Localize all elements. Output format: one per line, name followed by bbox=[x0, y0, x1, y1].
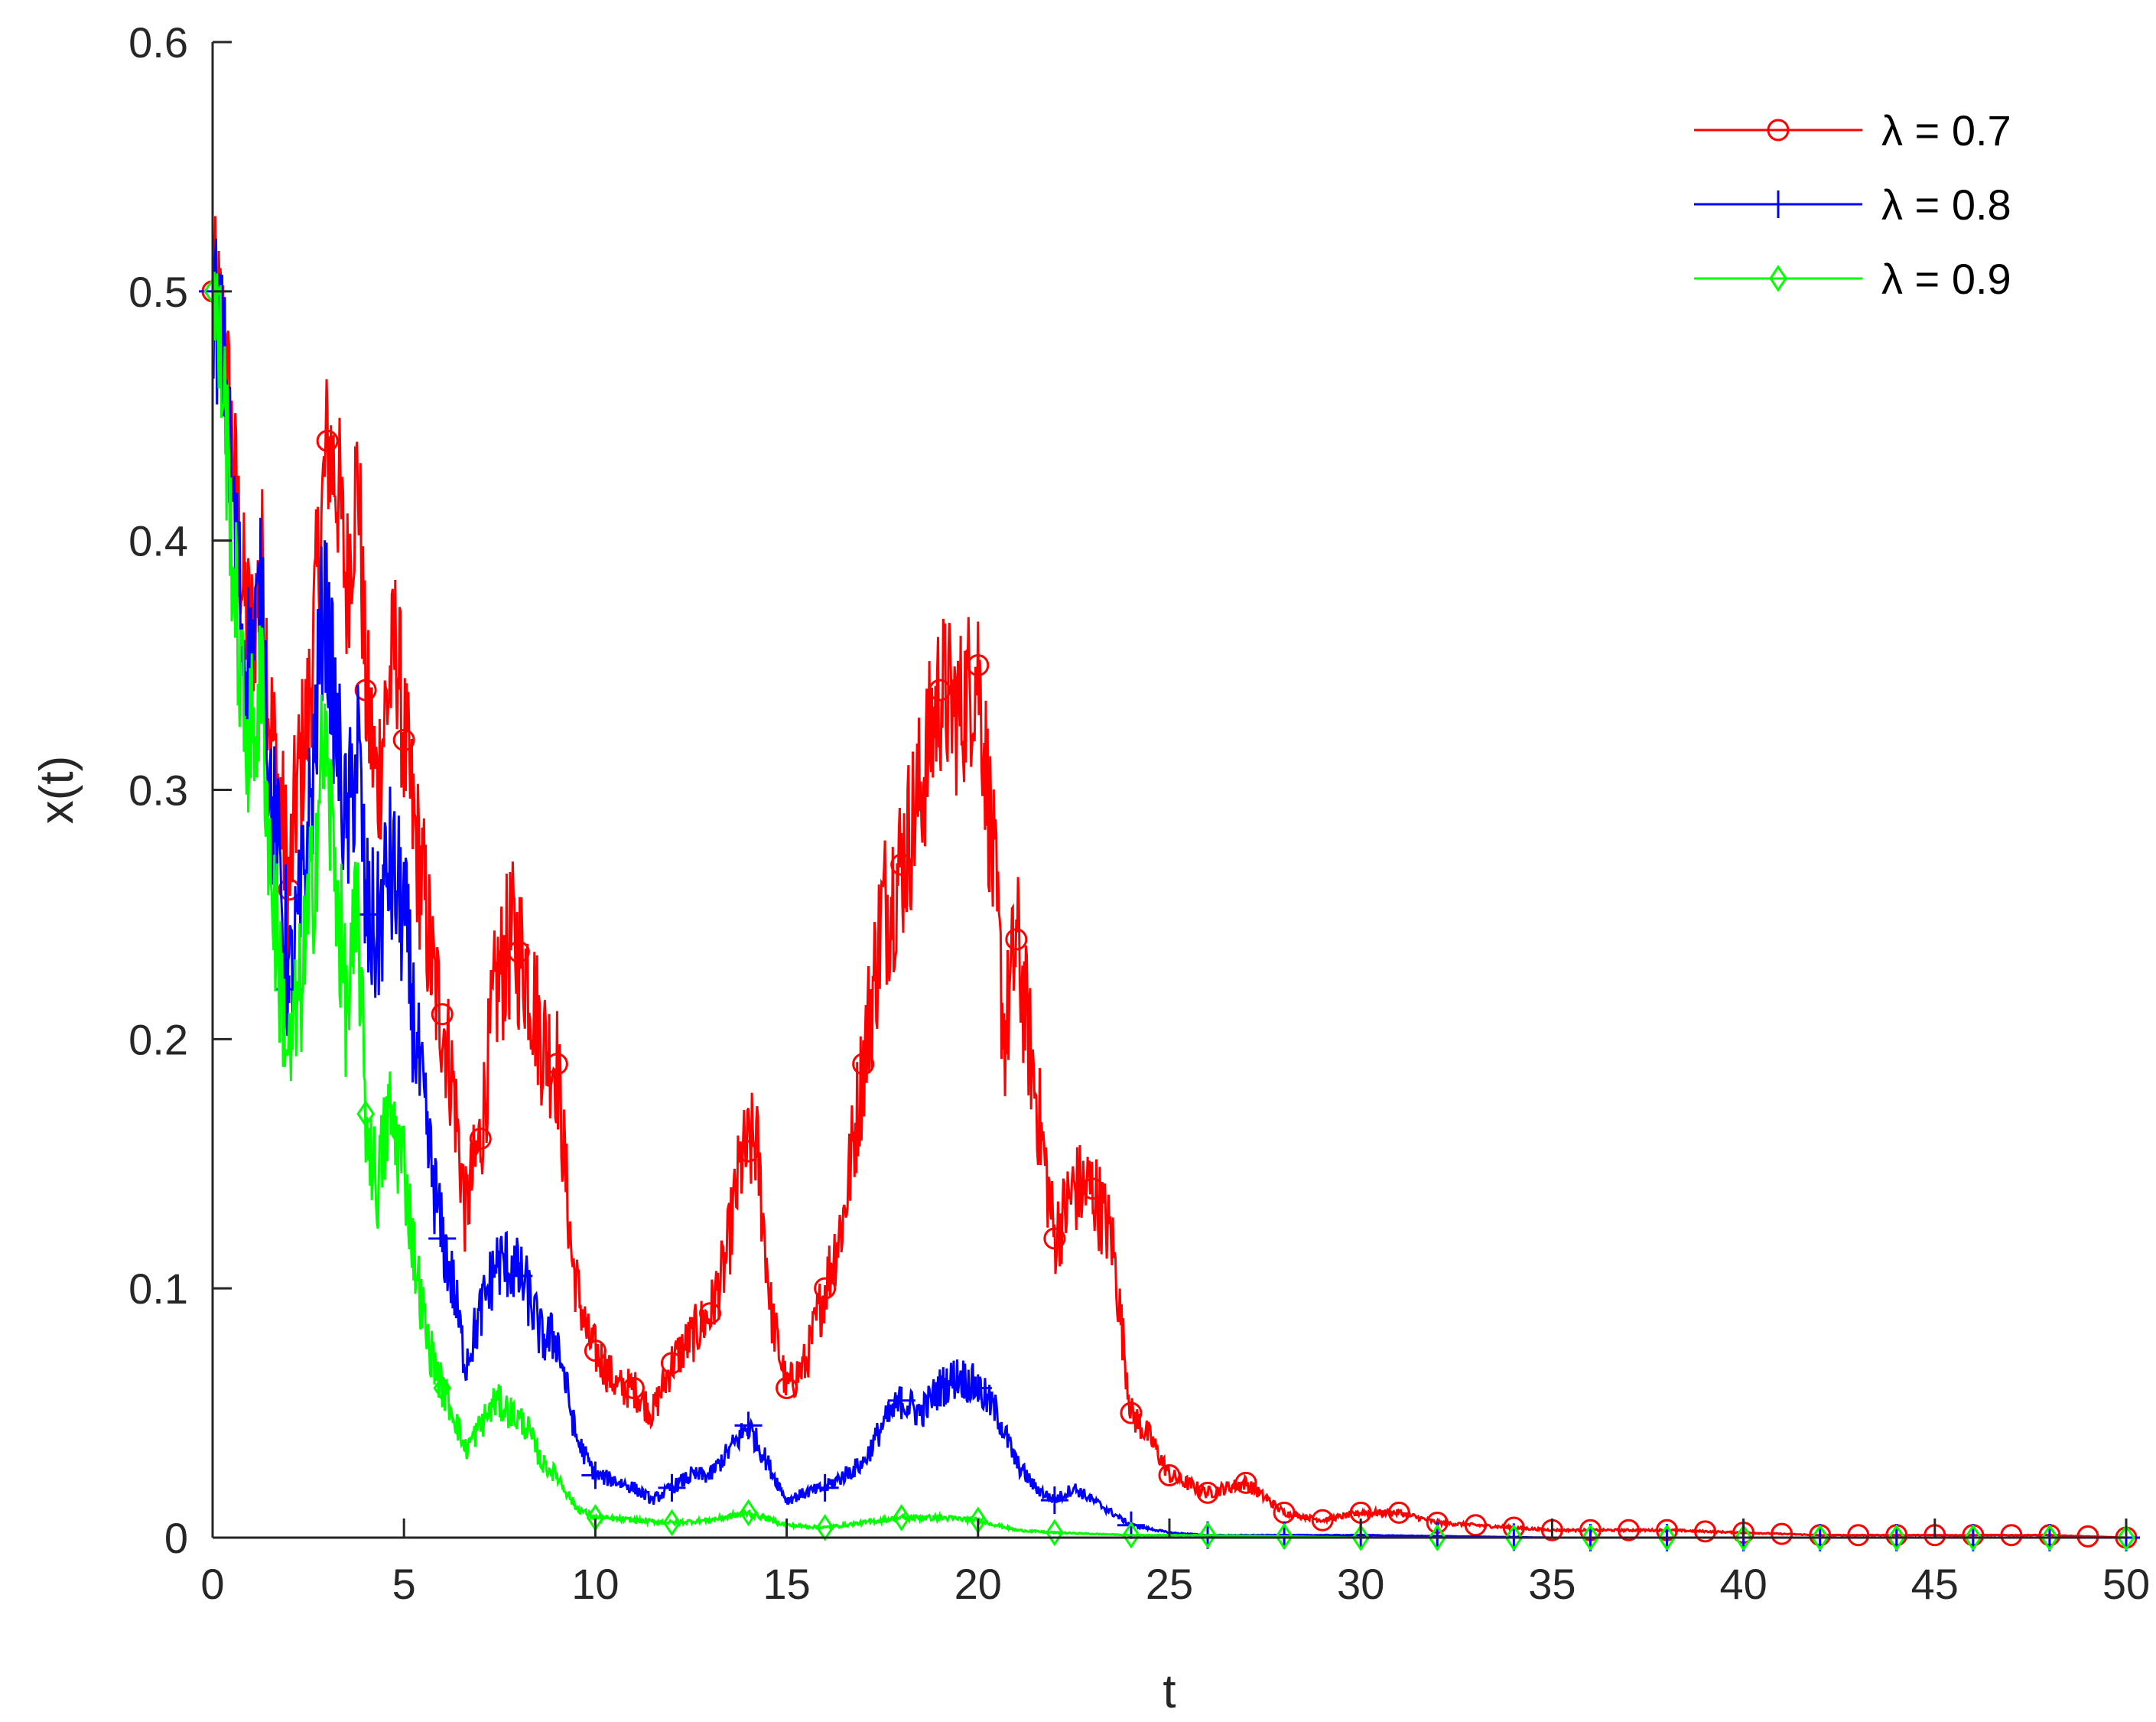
circle-marker bbox=[1120, 1401, 1143, 1424]
circle-marker bbox=[852, 1053, 875, 1076]
circle-marker bbox=[737, 1140, 760, 1163]
plus-marker bbox=[734, 1411, 763, 1440]
y-axis-label: x(t) bbox=[31, 756, 83, 825]
x-tick-label: 10 bbox=[571, 1560, 619, 1608]
legend-entry: λ = 0.8 bbox=[1694, 181, 2011, 229]
circle-marker bbox=[928, 679, 951, 701]
legend-entry: λ = 0.9 bbox=[1694, 255, 2011, 303]
diamond-marker bbox=[1810, 1524, 1829, 1551]
circle-marker bbox=[1158, 1464, 1181, 1487]
circle-marker bbox=[660, 1352, 683, 1375]
x-axis-label: t bbox=[1163, 1665, 1176, 1718]
circle-marker bbox=[1464, 1514, 1487, 1537]
circle-marker bbox=[507, 940, 530, 963]
circle-marker bbox=[890, 853, 913, 876]
circle-marker bbox=[814, 1277, 837, 1300]
circle-marker bbox=[1234, 1471, 1257, 1494]
legend: λ = 0.7 λ = 0.8 λ = 0.9 bbox=[1694, 106, 2011, 303]
diamond-marker bbox=[1428, 1524, 1447, 1551]
diamond-marker bbox=[1045, 1519, 1064, 1547]
diamond-marker bbox=[433, 1374, 452, 1402]
diamond-marker bbox=[1734, 1524, 1753, 1551]
circle-marker bbox=[584, 1340, 606, 1362]
circle-marker bbox=[699, 1302, 722, 1325]
circle-marker bbox=[469, 1128, 492, 1151]
diamond-marker bbox=[1504, 1524, 1524, 1551]
x-tick-label: 20 bbox=[954, 1560, 1002, 1608]
series-0 bbox=[201, 216, 2138, 1549]
diamond-marker bbox=[1351, 1524, 1371, 1551]
diamond-marker bbox=[1887, 1524, 1906, 1551]
diamond-marker bbox=[2041, 1524, 2059, 1551]
diamond-marker bbox=[892, 1504, 911, 1532]
x-tick-label: 5 bbox=[392, 1560, 416, 1608]
circle-marker bbox=[1081, 1177, 1104, 1200]
circle-marker bbox=[1387, 1501, 1410, 1524]
circle-marker bbox=[1196, 1481, 1219, 1504]
x-tick-label: 40 bbox=[1719, 1560, 1767, 1608]
diamond-marker bbox=[1657, 1524, 1676, 1551]
circle-marker bbox=[1694, 1520, 1717, 1543]
x-tick-label: 50 bbox=[2102, 1560, 2150, 1608]
circle-marker bbox=[1311, 1509, 1334, 1532]
legend-label: λ = 0.8 bbox=[1881, 181, 2011, 229]
circle-marker bbox=[622, 1377, 645, 1399]
plus-marker bbox=[428, 1225, 457, 1252]
circle-marker bbox=[1771, 1522, 1793, 1545]
circle-marker bbox=[1043, 1227, 1066, 1250]
plus-marker bbox=[1040, 1486, 1068, 1515]
legend-entry: λ = 0.7 bbox=[1694, 106, 2011, 155]
circle-marker bbox=[2076, 1525, 2099, 1548]
diamond-marker bbox=[739, 1499, 758, 1527]
x-tick-label: 30 bbox=[1337, 1560, 1384, 1608]
circle-marker bbox=[776, 1377, 798, 1399]
circle-marker bbox=[1617, 1519, 1640, 1541]
y-tick-label: 0.2 bbox=[128, 1015, 188, 1063]
y-tick-label: 0.1 bbox=[128, 1265, 188, 1313]
diamond-marker bbox=[1122, 1522, 1140, 1549]
y-tick-label: 0.3 bbox=[128, 767, 188, 815]
plus-marker bbox=[505, 1261, 533, 1290]
y-tick-label: 0 bbox=[164, 1514, 188, 1562]
plus-marker bbox=[811, 1473, 839, 1502]
diamond-marker bbox=[1964, 1524, 1982, 1551]
plus-marker bbox=[581, 1461, 610, 1489]
circle-marker bbox=[1847, 1524, 1870, 1547]
x-tick-label: 15 bbox=[763, 1560, 810, 1608]
diamond-marker bbox=[662, 1509, 681, 1537]
plus-marker bbox=[658, 1473, 686, 1502]
plus-marker bbox=[887, 1386, 915, 1414]
x-tick-label: 25 bbox=[1146, 1560, 1193, 1608]
y-tick-label: 0.6 bbox=[128, 18, 188, 67]
circle-marker bbox=[316, 429, 339, 452]
plus-marker bbox=[964, 1374, 992, 1402]
axes-layer: 0 5 10 15 20 25 30 35 40 45 50 0 0.1 0.2 0.3 0.4 0.5 0.6 bbox=[128, 18, 2150, 1608]
diamond-marker bbox=[1769, 265, 1787, 292]
diamond-marker bbox=[356, 1100, 375, 1128]
legend-label: λ = 0.7 bbox=[1881, 106, 2011, 155]
plus-marker bbox=[1764, 190, 1792, 218]
x-tick-label: 45 bbox=[1911, 1560, 1959, 1608]
y-tick-label: 0.4 bbox=[128, 517, 188, 565]
circle-marker bbox=[2000, 1524, 2023, 1547]
circle-marker bbox=[431, 1003, 454, 1026]
circle-marker bbox=[392, 728, 415, 751]
series-line bbox=[211, 216, 2126, 1539]
circle-marker bbox=[354, 679, 377, 701]
diamond-marker bbox=[1275, 1522, 1293, 1551]
x-tick-label: 0 bbox=[200, 1560, 224, 1608]
diamond-marker bbox=[1198, 1522, 1217, 1549]
diamond-marker bbox=[815, 1514, 834, 1541]
circle-marker bbox=[1767, 119, 1790, 142]
circle-marker bbox=[545, 1053, 568, 1076]
x-tick-label: 35 bbox=[1528, 1560, 1576, 1608]
y-tick-label: 0.5 bbox=[128, 268, 188, 316]
diamond-marker bbox=[1581, 1524, 1600, 1551]
circle-marker bbox=[1005, 928, 1028, 951]
legend-label: λ = 0.9 bbox=[1881, 255, 2011, 303]
diamond-marker bbox=[2117, 1524, 2135, 1551]
circle-marker bbox=[967, 654, 990, 677]
